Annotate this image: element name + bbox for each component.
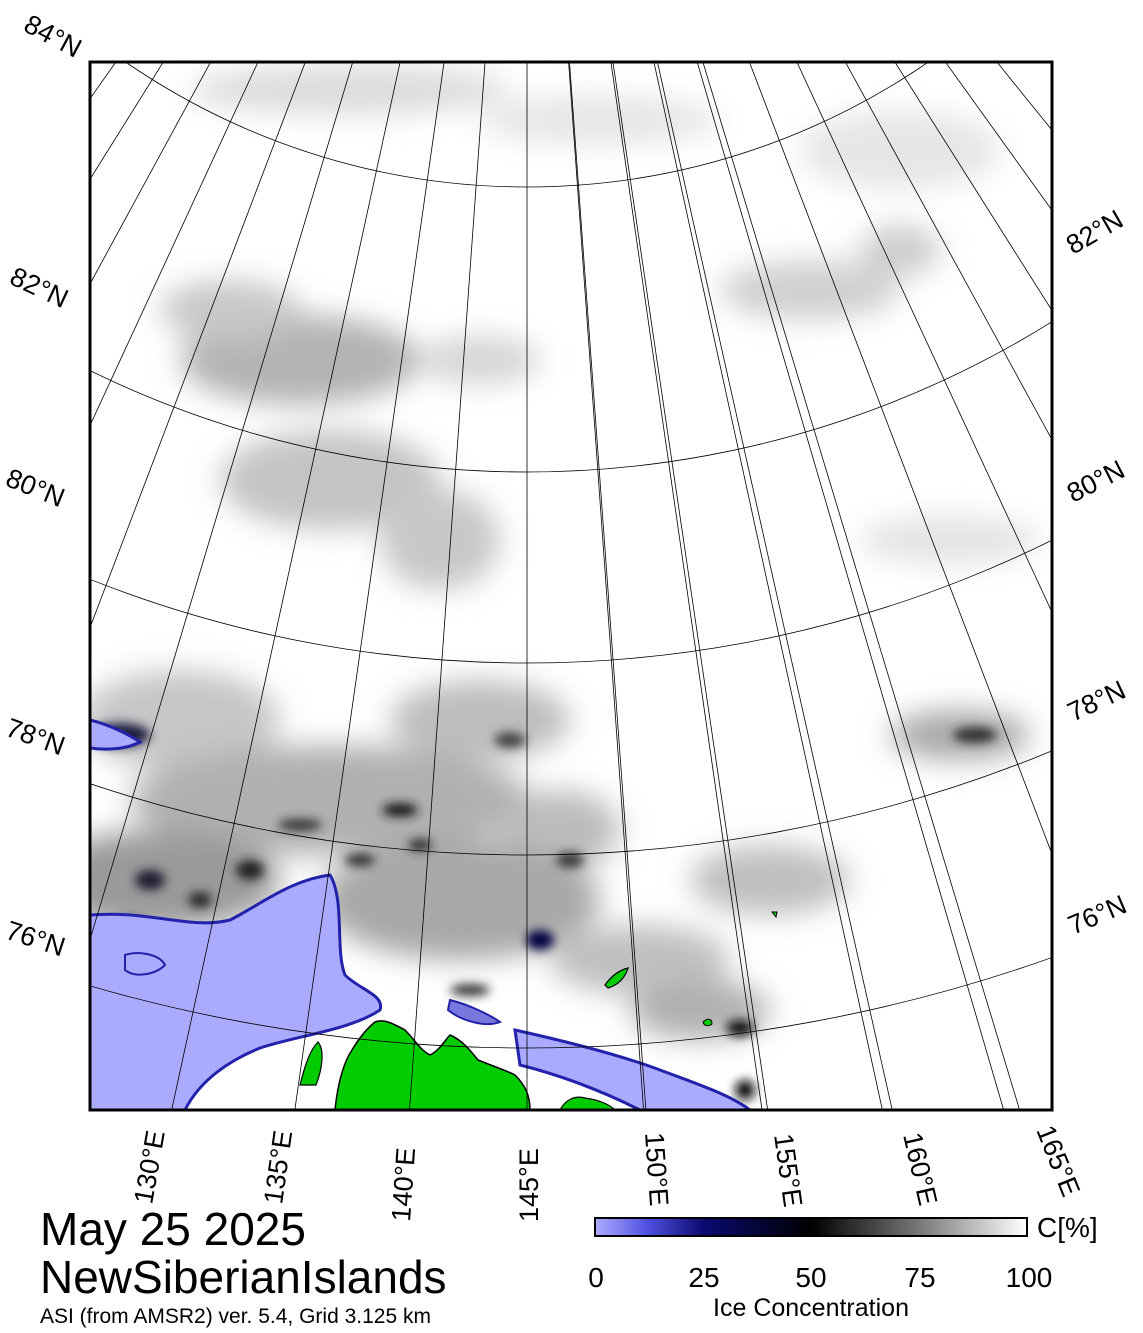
graticule — [90, 62, 1052, 1110]
meridian-line — [409, 62, 486, 1110]
meridian-line — [90, 62, 306, 629]
lon-label: 130°E — [128, 1128, 170, 1206]
lat-label-left: 84°N — [19, 9, 86, 64]
meridian-line — [569, 62, 647, 1110]
lon-label: 150°E — [639, 1131, 674, 1207]
map-region: NewSiberianIslands — [40, 1251, 447, 1303]
colorbar-tick: 25 — [688, 1262, 720, 1293]
colorbar — [594, 1217, 1028, 1237]
map-subtitle: ASI (from AMSR2) ver. 5.4, Grid 3.125 km — [40, 1305, 431, 1328]
colorbar-tick: 0 — [588, 1262, 604, 1293]
meridian-line — [844, 62, 1052, 441]
meridian-line — [656, 62, 893, 1110]
meridian-line — [294, 62, 445, 1110]
colorbar-tick: 75 — [904, 1262, 936, 1293]
lat-label-left: 78°N — [2, 712, 69, 761]
land-new-siberian-islands — [299, 911, 778, 1110]
meridian-line — [796, 62, 1052, 614]
lat-label-right: 76°N — [1064, 889, 1131, 940]
lon-label: 145°E — [514, 1148, 544, 1222]
lon-label: 140°E — [386, 1147, 421, 1223]
meridian-line — [612, 62, 769, 1110]
map-date: May 25 2025 — [40, 1203, 306, 1255]
lon-label: 160°E — [897, 1130, 943, 1209]
map-frame — [88, 60, 1054, 1112]
meridian-line — [696, 62, 1005, 1110]
meridian-line — [171, 62, 401, 1110]
lat-label-left: 76°N — [2, 915, 69, 962]
meridian-line — [610, 62, 763, 1110]
meridian-line — [568, 62, 644, 1110]
meridian-line — [90, 62, 354, 941]
meridian-line — [748, 62, 1052, 856]
colorbar-label: Ice Concentration — [713, 1294, 909, 1322]
latitude-labels-right: 82°N 80°N 78°N 76°N — [1061, 204, 1131, 940]
lon-label: 165°E — [1030, 1121, 1085, 1201]
lat-label-right: 82°N — [1061, 204, 1128, 260]
meridian-line — [702, 62, 1021, 1110]
lat-label-right: 80°N — [1062, 454, 1129, 508]
lon-label: 155°E — [768, 1132, 808, 1209]
lon-label: 135°E — [258, 1129, 298, 1206]
meridian-line — [90, 62, 259, 427]
latitude-labels-left: 84°N 82°N 80°N 78°N 76°N — [2, 9, 87, 963]
lat-label-left: 80°N — [2, 463, 69, 513]
lat-label-right: 78°N — [1063, 675, 1130, 728]
coastal-open-water — [90, 718, 753, 1110]
colorbar-unit: C[%] — [1037, 1212, 1098, 1243]
colorbar-tick: 50 — [795, 1262, 827, 1293]
colorbar-tick: 100 — [1005, 1262, 1053, 1293]
lat-label-left: 82°N — [5, 261, 72, 314]
meridian-line — [653, 62, 883, 1110]
